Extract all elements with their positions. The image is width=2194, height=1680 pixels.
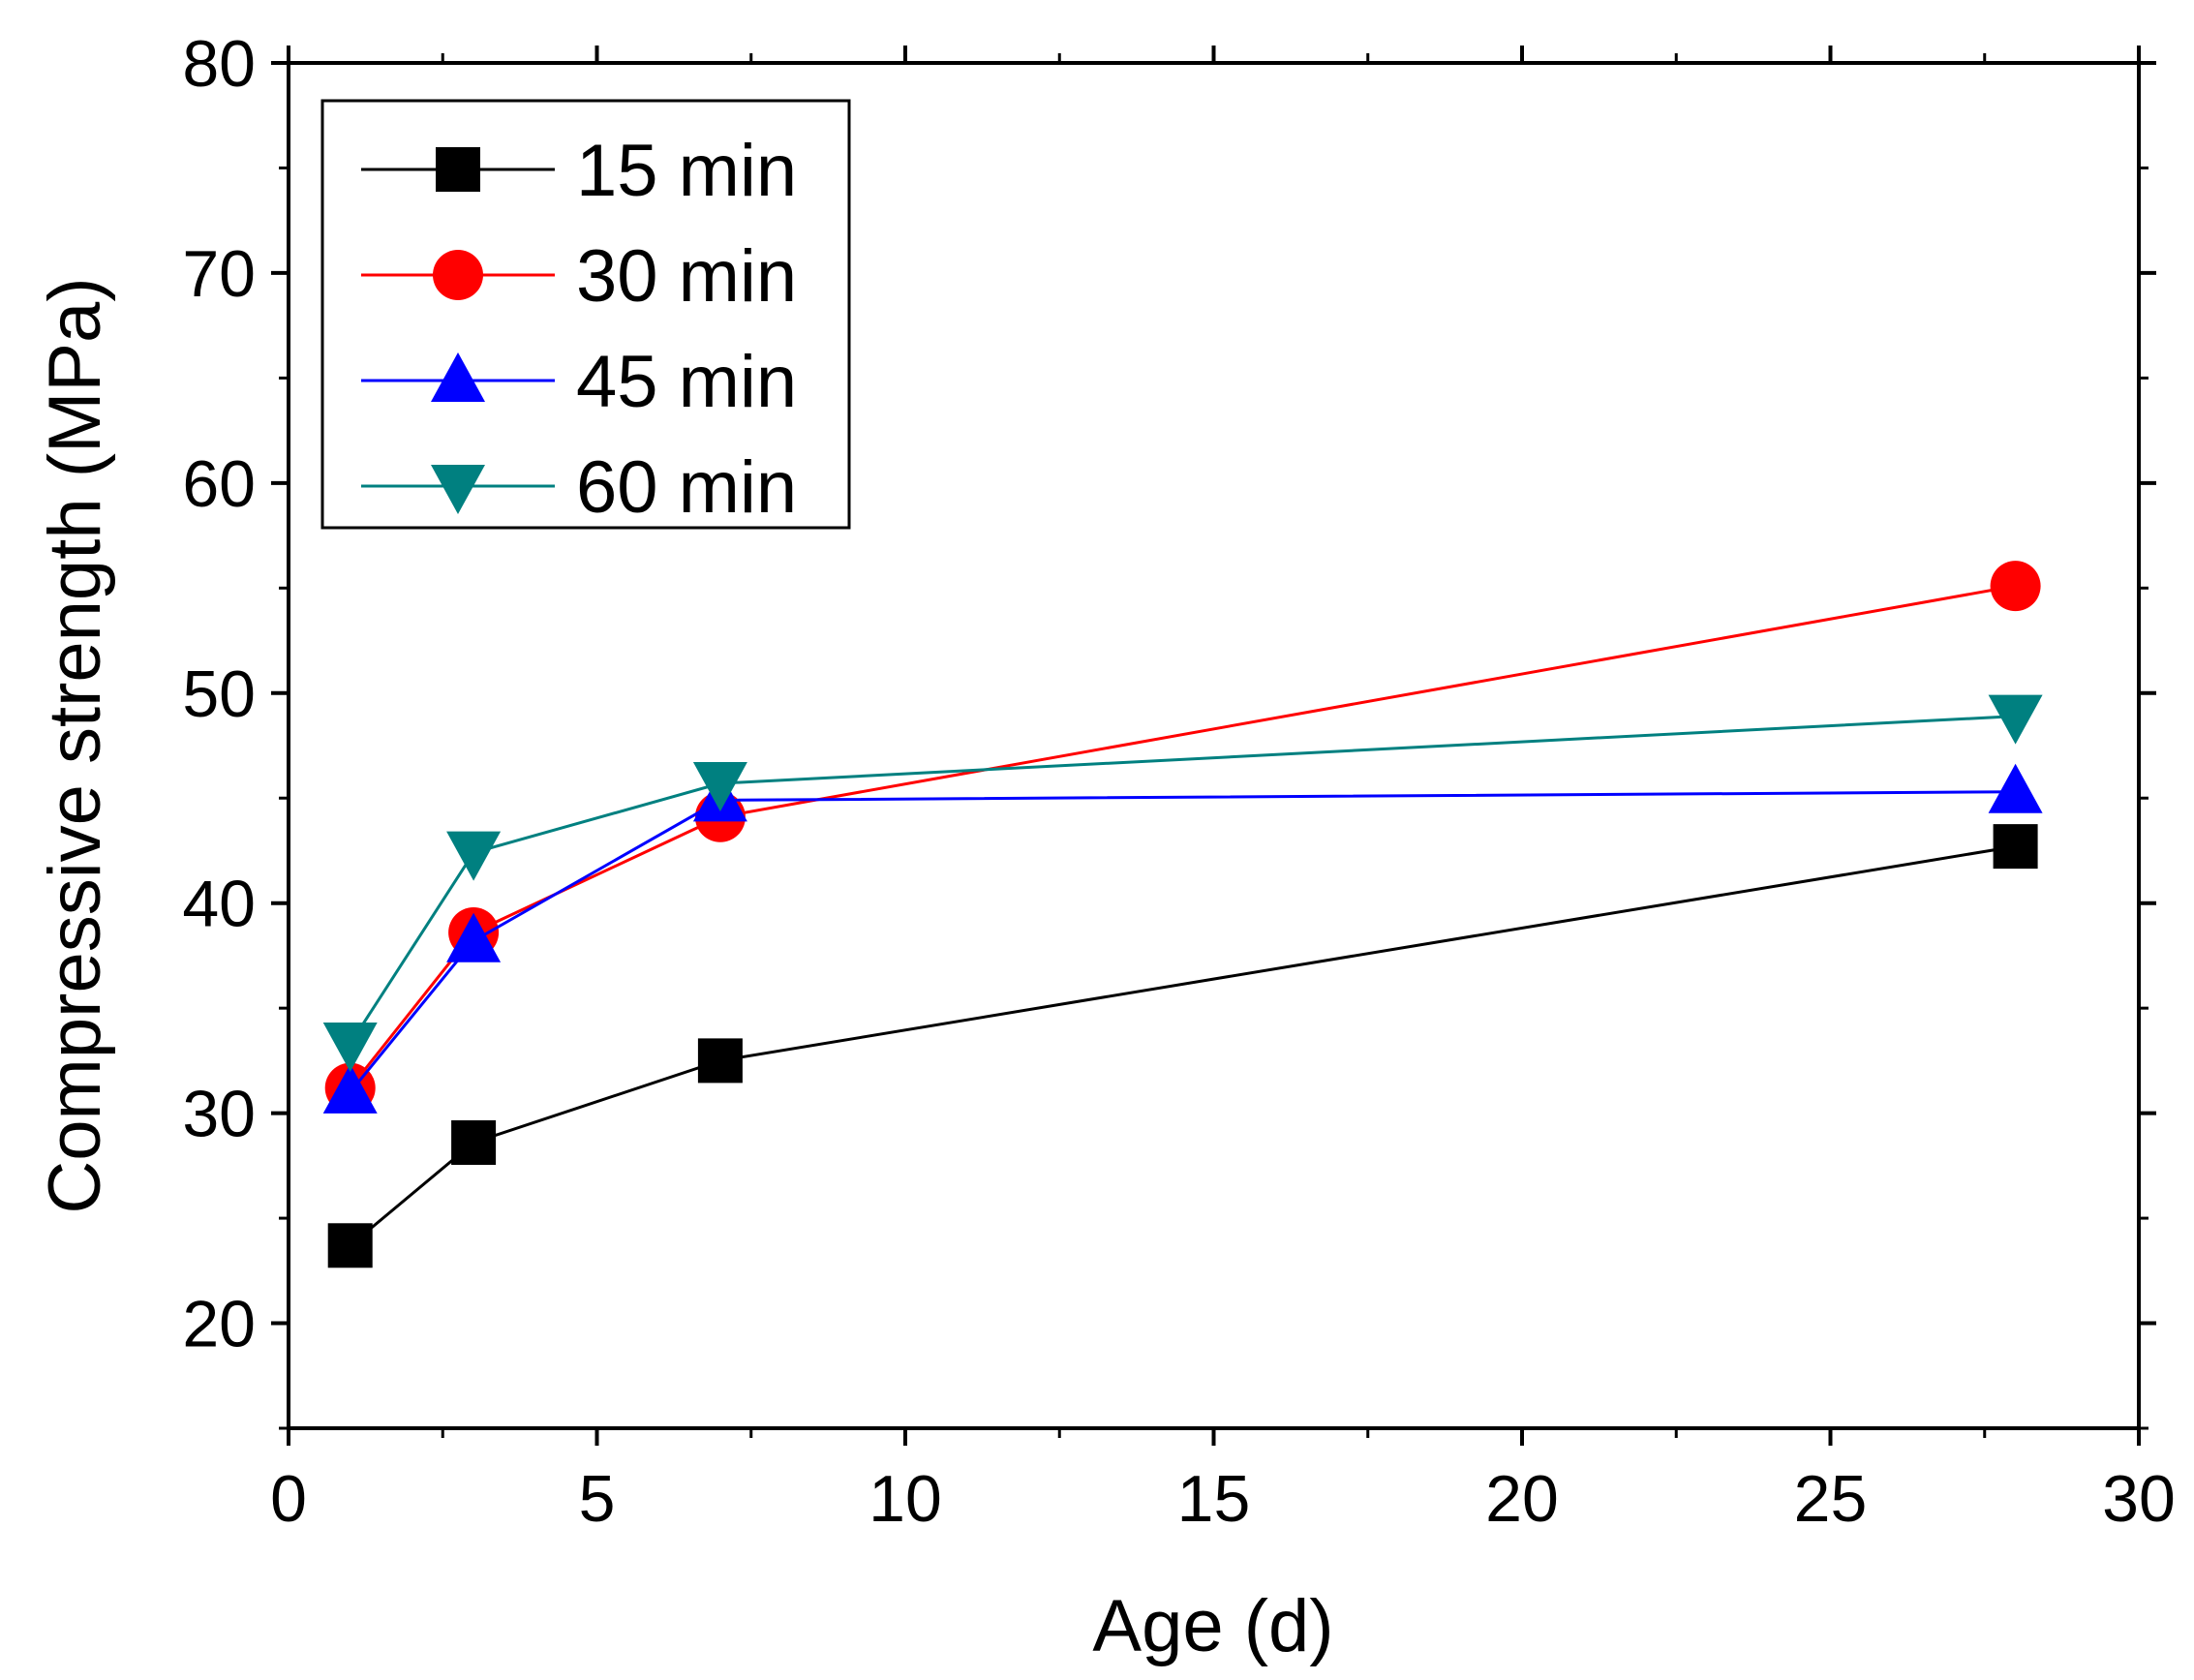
data-point	[446, 912, 502, 962]
y-tick-label: 50	[182, 657, 256, 731]
data-point	[1990, 561, 2041, 612]
x-axis-title: Age (d)	[1092, 1585, 1333, 1667]
y-axis-title: Compressive strength (MPa)	[34, 277, 116, 1213]
series-3	[322, 694, 2043, 1073]
y-tick-label: 60	[182, 447, 256, 521]
series-line	[349, 715, 2016, 1045]
legend-marker	[431, 465, 485, 514]
legend-label: 60 min	[576, 446, 797, 529]
data-point	[1988, 763, 2043, 813]
data-point	[451, 1119, 497, 1165]
y-tick-label: 30	[182, 1078, 256, 1151]
series-line	[349, 790, 2016, 1093]
legend-label: 30 min	[576, 235, 797, 318]
x-tick-label: 5	[579, 1462, 616, 1536]
data-point	[322, 1063, 378, 1114]
x-tick-label: 10	[868, 1462, 942, 1536]
data-point	[327, 1223, 373, 1268]
x-tick-label: 30	[2102, 1462, 2176, 1536]
y-tick-label: 80	[182, 27, 256, 101]
legend-entry: 30 min	[361, 235, 797, 318]
data-point	[1988, 694, 2043, 745]
x-tick-label: 20	[1485, 1462, 1559, 1536]
x-tick-label: 0	[270, 1462, 307, 1536]
x-tick-label: 15	[1177, 1462, 1251, 1536]
legend-box	[320, 99, 851, 530]
series-line	[349, 844, 2016, 1247]
series-1	[324, 561, 2041, 1114]
x-tick-label: 25	[1794, 1462, 1868, 1536]
legend-label: 45 min	[576, 341, 797, 423]
y-tick-label: 40	[182, 868, 256, 941]
series-0	[327, 824, 2038, 1268]
legend-label: 15 min	[576, 130, 797, 212]
data-point	[322, 1023, 378, 1073]
data-point	[692, 762, 747, 812]
data-point	[446, 831, 502, 881]
legend-entry: 15 min	[361, 130, 797, 212]
legend: 15 min 30 min 45 min 60 min	[320, 99, 851, 530]
legend-entry: 45 min	[361, 341, 797, 423]
legend-marker	[436, 147, 480, 192]
legend-marker	[433, 250, 483, 300]
series-2	[322, 763, 2043, 1114]
y-tick-label: 70	[182, 237, 256, 311]
legend-entry: 60 min	[361, 446, 797, 529]
y-tick-label: 20	[182, 1288, 256, 1361]
legend-marker	[431, 352, 485, 402]
series-line	[349, 584, 2016, 1089]
series-layer	[322, 561, 2043, 1268]
data-point	[697, 1038, 743, 1084]
data-point	[1993, 824, 2038, 870]
axis-ticks: 0 5 10 15 20 25 30 20 30 40 50 60 70 80	[182, 27, 2175, 1536]
